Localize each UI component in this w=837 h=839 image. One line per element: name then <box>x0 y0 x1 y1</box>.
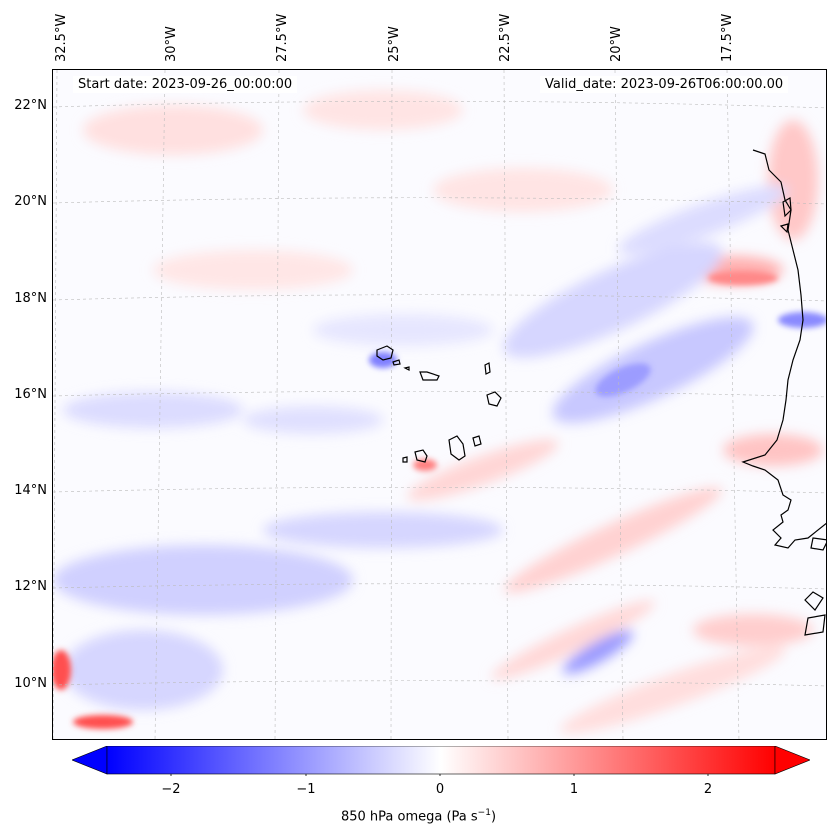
colorbar-tick-0: 0 <box>435 782 445 797</box>
lon-label-27-5w: 27.5°W <box>275 13 290 62</box>
start-date-label: Start date: 2023-09-26_00:00:00 <box>73 76 298 93</box>
colorbar-extend-min <box>72 746 108 775</box>
lat-label-18n: 18°N <box>14 291 47 306</box>
omega-field-map <box>53 70 826 739</box>
omega-field-extremes <box>53 271 826 729</box>
lon-label-17-5w: 17.5°W <box>720 13 735 62</box>
colorbar-tick-neg1: −1 <box>296 782 316 797</box>
lon-label-20w: 20°W <box>609 26 624 62</box>
colorbar-body <box>106 746 776 775</box>
lon-label-22-5w: 22.5°W <box>498 13 513 62</box>
santiago-island <box>448 435 466 461</box>
lat-label-10n: 10°N <box>14 676 47 691</box>
omega-field-fill <box>53 90 823 734</box>
map-panel[interactable] <box>52 69 827 740</box>
graticule <box>53 70 826 739</box>
colorbar-tick-neg2: −2 <box>161 782 181 797</box>
coastline <box>376 149 826 636</box>
lat-label-16n: 16°N <box>14 387 47 402</box>
lon-label-25w: 25°W <box>387 26 402 62</box>
africa-coastline <box>741 149 826 549</box>
lat-label-12n: 12°N <box>14 579 47 594</box>
colorbar-tick-2: 2 <box>703 782 713 797</box>
valid-date-label: Valid_date: 2023-09-26T06:00:00.00 <box>540 76 789 93</box>
lat-label-14n: 14°N <box>14 483 47 498</box>
colorbar-tick-1: 1 <box>569 782 579 797</box>
colorbar-extend-max <box>774 746 810 775</box>
lat-label-22n: 22°N <box>14 98 47 113</box>
lon-label-32-5w: 32.5°W <box>54 13 69 62</box>
lat-label-20n: 20°N <box>14 194 47 209</box>
colorbar-ticks <box>170 774 709 776</box>
lon-label-30w: 30°W <box>164 26 179 62</box>
santo-antao-island <box>376 345 394 361</box>
colorbar-label: 850 hPa omega (Pa s−1) <box>340 808 497 825</box>
colorbar <box>72 746 810 776</box>
